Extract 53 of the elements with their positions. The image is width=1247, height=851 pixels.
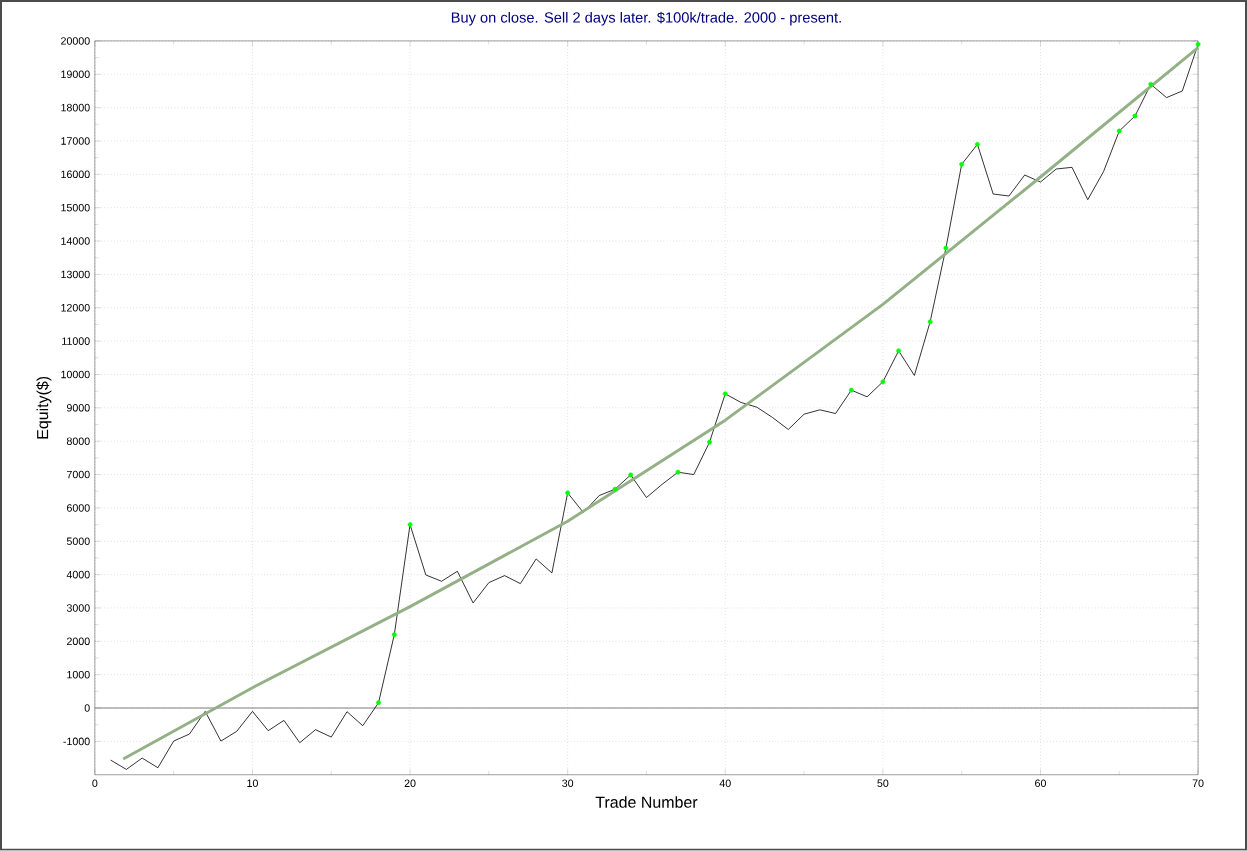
point: [943, 245, 949, 251]
y-tick-label: 2000: [67, 637, 90, 646]
x-tick-label: 30: [562, 779, 574, 788]
point: [896, 348, 902, 354]
y-tick-label: 3000: [66, 604, 90, 612]
y-tick-label: 8000: [66, 437, 90, 446]
y-tick-label: -1000: [63, 737, 90, 746]
point: [959, 162, 965, 167]
point: [707, 439, 712, 445]
y-tick-label: 7000: [67, 470, 90, 479]
y-tick-label: 16000: [61, 170, 90, 179]
x-tick-label: 40: [719, 779, 731, 788]
y-tick-label: 4000: [66, 571, 90, 579]
x-tick-label: 50: [877, 779, 889, 788]
point: [612, 487, 618, 492]
point: [376, 700, 381, 706]
y-tick-label: 6000: [67, 504, 90, 512]
point: [722, 391, 728, 397]
y-axis-title: Equity($): [36, 377, 52, 439]
y-tick-label: 12000: [61, 304, 90, 312]
y-tick-label: 19000: [61, 70, 90, 79]
y-tick-label: 15000: [61, 204, 90, 212]
y-tick-label: 18000: [61, 104, 90, 112]
y-tick-label: 13000: [61, 270, 90, 279]
point: [628, 472, 634, 478]
x-axis-title: Trade Number: [595, 796, 698, 809]
x-tick-label: 70: [1192, 779, 1204, 788]
point: [565, 490, 571, 496]
point: [407, 522, 413, 528]
point: [975, 142, 980, 147]
point: [880, 379, 886, 385]
x-tick-label: 0: [92, 779, 98, 788]
x-tick-label: 20: [404, 779, 416, 788]
y-tick-label: 17000: [61, 137, 90, 145]
x-tick-label: 10: [247, 779, 258, 788]
y-tick-label: 0: [84, 704, 90, 712]
y-tick-label: 14000: [61, 237, 90, 246]
point: [1116, 128, 1122, 134]
y-tick-label: 1000: [67, 671, 90, 679]
point: [675, 470, 681, 475]
y-tick-label: 20000: [61, 37, 90, 45]
y-tick-label: 5000: [66, 537, 90, 546]
point: [848, 387, 854, 393]
point: [927, 319, 933, 325]
y-tick-label: 9000: [66, 404, 90, 412]
y-tick-label: 11000: [62, 337, 90, 346]
point: [1195, 42, 1201, 47]
y-tick-label: 10000: [61, 370, 90, 379]
x-tick-label: 60: [1035, 779, 1046, 788]
point: [391, 632, 397, 638]
point: [1132, 113, 1138, 119]
chart-title: Buy on close. Sell 2 days later. $100k/trade. 2000 - present.: [451, 11, 841, 26]
point: [1148, 82, 1154, 87]
